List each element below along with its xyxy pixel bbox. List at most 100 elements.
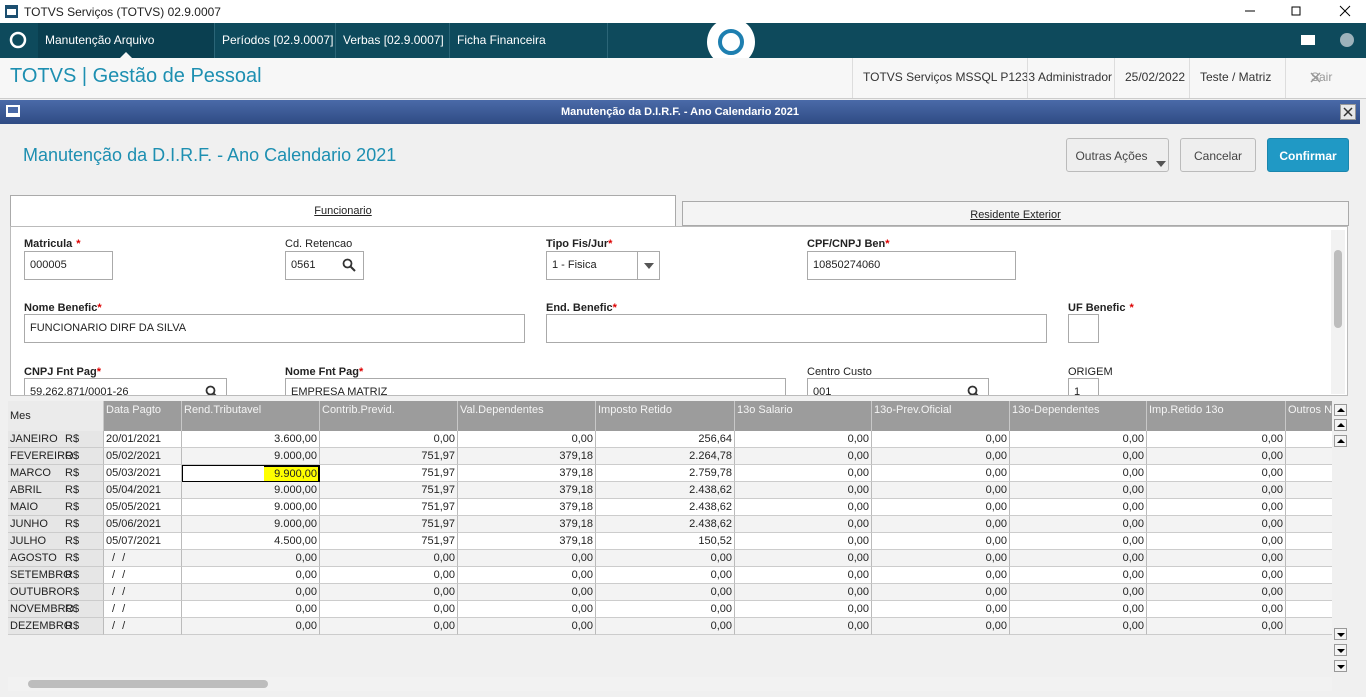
grid-cell[interactable]: 9.900,00 bbox=[182, 465, 320, 482]
grid-cell[interactable]: 0,00 bbox=[1147, 584, 1286, 601]
module-tab[interactable]: Ficha Financeira [02.9.0007] bbox=[450, 23, 608, 81]
grid-cell[interactable]: 751,97 bbox=[320, 465, 458, 482]
grid-cell[interactable]: 0,00 bbox=[735, 584, 872, 601]
grid-cell[interactable]: 0,00 bbox=[872, 533, 1010, 550]
column-header[interactable]: 13o-Prev.Oficial bbox=[872, 401, 1010, 431]
grid-cell[interactable]: 0,00 bbox=[735, 533, 872, 550]
grid-cell[interactable]: 0,00 bbox=[1147, 550, 1286, 567]
grid-cell[interactable]: 05/05/2021 bbox=[104, 499, 182, 516]
column-header[interactable]: Rend.Tributavel bbox=[182, 401, 320, 431]
text-input[interactable] bbox=[1068, 314, 1099, 343]
grid-cell[interactable]: 0,00 bbox=[320, 550, 458, 567]
grid-cell[interactable]: 0,00 bbox=[320, 431, 458, 448]
grid-cell[interactable]: 751,97 bbox=[320, 516, 458, 533]
grid-cell[interactable]: 0,00 bbox=[1010, 482, 1147, 499]
text-input[interactable]: 001 bbox=[807, 378, 989, 395]
grid-cell[interactable]: 256,64 bbox=[596, 431, 735, 448]
grid-cell[interactable]: 2.438,62 bbox=[596, 482, 735, 499]
grid-cell[interactable]: 0,00 bbox=[1147, 499, 1286, 516]
grid-cell[interactable]: 751,97 bbox=[320, 533, 458, 550]
grid-cell[interactable]: 0,00 bbox=[735, 431, 872, 448]
grid-cell[interactable]: 751,97 bbox=[320, 448, 458, 465]
module-tab[interactable]: Períodos [02.9.0007] bbox=[215, 23, 336, 58]
tab-funcionario[interactable]: Funcionario bbox=[10, 195, 676, 226]
grid-cell[interactable]: 0,00 bbox=[872, 516, 1010, 533]
grid-cell[interactable]: 0,00 bbox=[1010, 465, 1147, 482]
grid-cell[interactable]: 0,00 bbox=[320, 618, 458, 635]
grid-cell[interactable]: 0,00 bbox=[872, 567, 1010, 584]
menu-icon[interactable] bbox=[9, 31, 27, 49]
grid-cell[interactable]: 2.438,62 bbox=[596, 499, 735, 516]
grid-cell[interactable]: 3.600,00 bbox=[182, 431, 320, 448]
grid-scroll-pageup[interactable] bbox=[1334, 419, 1347, 431]
grid-cell[interactable]: 0,00 bbox=[458, 618, 596, 635]
grid-cell[interactable]: 0,00 bbox=[1010, 516, 1147, 533]
text-input[interactable] bbox=[546, 314, 1047, 343]
grid-cell[interactable]: 0,00 bbox=[1010, 448, 1147, 465]
grid-cell[interactable]: 0,00 bbox=[596, 618, 735, 635]
module-tab[interactable]: Verbas [02.9.0007] bbox=[336, 23, 450, 58]
tab-residente[interactable]: Residente Exterior bbox=[682, 201, 1349, 226]
text-input[interactable]: 59.262.871/0001-26 bbox=[24, 378, 227, 395]
grid-cell[interactable]: 0,00 bbox=[735, 567, 872, 584]
grid-cell[interactable]: 0,00 bbox=[1010, 618, 1147, 635]
more-actions-button[interactable]: Outras Ações bbox=[1066, 138, 1169, 172]
dropdown-arrow[interactable] bbox=[644, 263, 654, 269]
form-scrollbar[interactable] bbox=[1331, 230, 1345, 394]
grid-cell[interactable]: 9.000,00 bbox=[182, 516, 320, 533]
grid-cell[interactable]: 0,00 bbox=[1010, 567, 1147, 584]
grid-cell[interactable]: 0,00 bbox=[872, 618, 1010, 635]
grid-cell[interactable]: 0,00 bbox=[735, 618, 872, 635]
header-icons[interactable] bbox=[1298, 31, 1358, 49]
grid-cell[interactable]: 0,00 bbox=[182, 601, 320, 618]
grid-cell[interactable]: 0,00 bbox=[735, 516, 872, 533]
grid-cell[interactable]: 0,00 bbox=[872, 431, 1010, 448]
exit-label[interactable]: Sair bbox=[1311, 70, 1333, 84]
grid-cell[interactable]: 0,00 bbox=[872, 601, 1010, 618]
grid-cell[interactable]: 0,00 bbox=[872, 499, 1010, 516]
text-input[interactable]: 10850274060 bbox=[807, 251, 1016, 280]
grid-cell[interactable]: 0,00 bbox=[1147, 618, 1286, 635]
grid-cell[interactable]: 0,00 bbox=[735, 448, 872, 465]
confirm-button[interactable]: Confirmar bbox=[1267, 138, 1349, 172]
grid-cell[interactable]: 0,00 bbox=[735, 550, 872, 567]
grid-cell[interactable]: 0,00 bbox=[1010, 431, 1147, 448]
grid-cell[interactable]: 0,00 bbox=[872, 482, 1010, 499]
grid-cell[interactable]: 0,00 bbox=[458, 567, 596, 584]
search-icon[interactable] bbox=[205, 385, 219, 396]
grid-cell[interactable]: / / bbox=[104, 550, 182, 567]
grid-cell[interactable]: / / bbox=[104, 567, 182, 584]
grid-cell[interactable]: 2.264,78 bbox=[596, 448, 735, 465]
grid-cell[interactable]: 0,00 bbox=[458, 584, 596, 601]
grid-cell[interactable]: 379,18 bbox=[458, 448, 596, 465]
grid-cell[interactable]: 9.000,00 bbox=[182, 448, 320, 465]
grid-cell[interactable]: 0,00 bbox=[872, 584, 1010, 601]
dialog-close[interactable] bbox=[1340, 104, 1356, 120]
grid-cell[interactable]: 0,00 bbox=[1147, 482, 1286, 499]
grid-cell[interactable]: 0,00 bbox=[1147, 533, 1286, 550]
grid-cell[interactable]: 05/07/2021 bbox=[104, 533, 182, 550]
grid-scroll-bottom[interactable] bbox=[1334, 660, 1347, 672]
column-header[interactable]: Val.Dependentes bbox=[458, 401, 596, 431]
grid-cell[interactable]: 0,00 bbox=[320, 601, 458, 618]
grid-cell[interactable]: 379,18 bbox=[458, 516, 596, 533]
grid-cell[interactable]: 05/06/2021 bbox=[104, 516, 182, 533]
grid-cell[interactable]: 0,00 bbox=[596, 567, 735, 584]
search-icon[interactable] bbox=[342, 258, 356, 272]
grid-cell[interactable]: 05/03/2021 bbox=[104, 465, 182, 482]
grid-cell[interactable]: 0,00 bbox=[1147, 448, 1286, 465]
grid-cell[interactable]: 0,00 bbox=[596, 550, 735, 567]
text-input[interactable]: 1 - Fisica bbox=[546, 251, 660, 280]
column-header[interactable]: Imposto Retido bbox=[596, 401, 735, 431]
grid-scroll-up[interactable] bbox=[1334, 435, 1347, 447]
grid-cell[interactable]: 0,00 bbox=[458, 431, 596, 448]
grid-cell[interactable]: 150,52 bbox=[596, 533, 735, 550]
grid-cell[interactable]: 379,18 bbox=[458, 499, 596, 516]
grid-cell[interactable]: 9.000,00 bbox=[182, 499, 320, 516]
column-header[interactable]: 13o Salario bbox=[735, 401, 872, 431]
grid-cell[interactable]: 0,00 bbox=[1147, 516, 1286, 533]
grid-cell[interactable]: 2.759,78 bbox=[596, 465, 735, 482]
exit-icon[interactable] bbox=[1310, 72, 1321, 83]
grid-cell[interactable]: 2.438,62 bbox=[596, 516, 735, 533]
grid-cell[interactable]: 0,00 bbox=[596, 601, 735, 618]
